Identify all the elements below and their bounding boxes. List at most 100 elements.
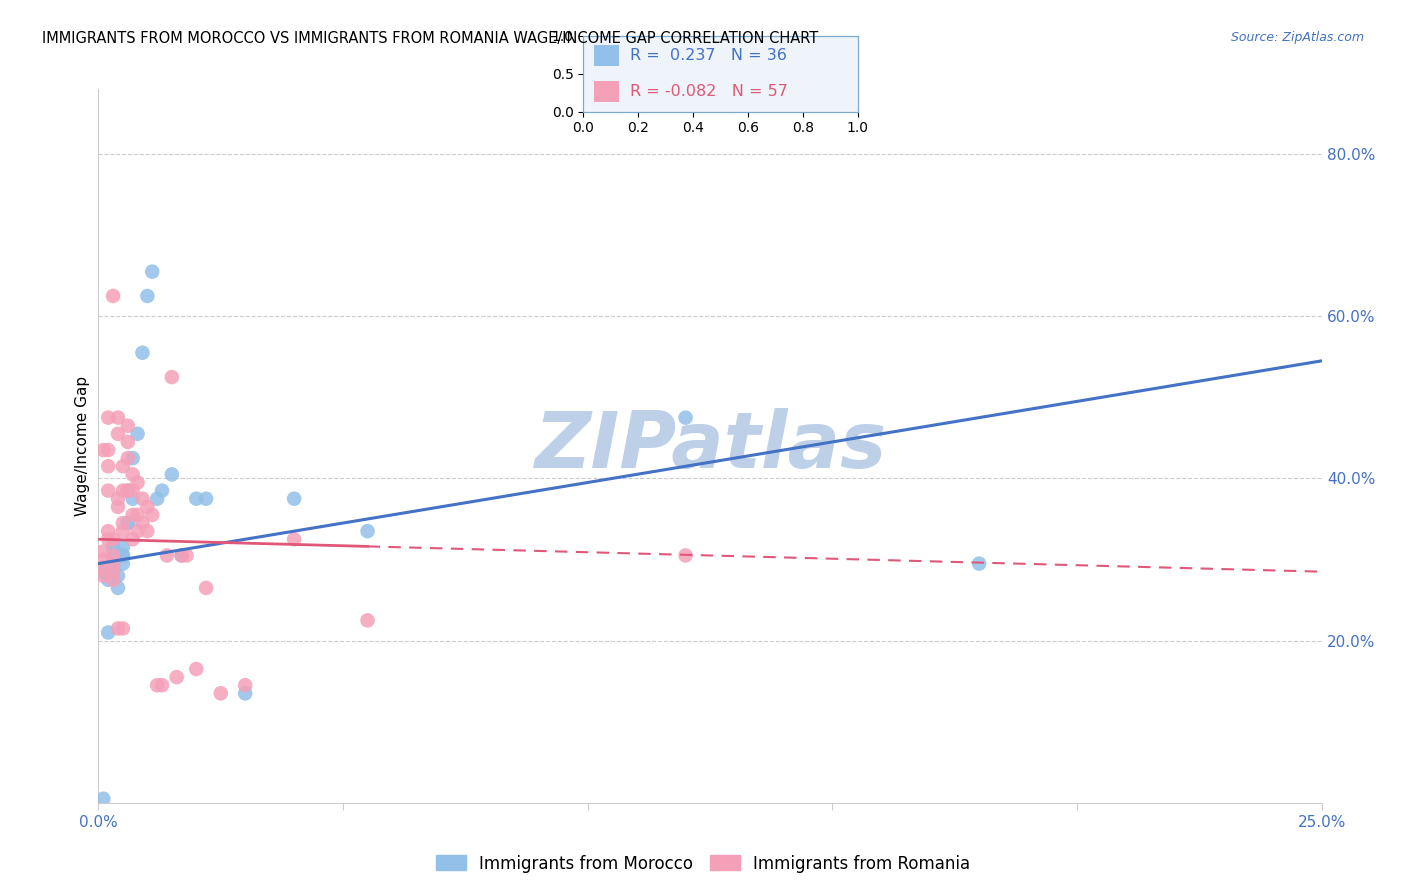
Point: [91, 443, 114, 458]
Point: [111, 459, 134, 474]
Point: [195, 581, 218, 595]
Point: [97, 410, 120, 425]
Point: [967, 557, 990, 571]
Point: [107, 581, 129, 595]
Point: [127, 524, 149, 538]
Point: [107, 568, 129, 582]
Point: [233, 678, 256, 692]
Point: [107, 500, 129, 514]
Point: [91, 791, 114, 805]
Point: [97, 625, 120, 640]
Point: [97, 573, 120, 587]
Point: [101, 552, 124, 566]
Point: [146, 678, 169, 692]
Point: [131, 516, 153, 530]
Bar: [595, 45, 619, 66]
Point: [107, 549, 129, 563]
Point: [107, 410, 129, 425]
Y-axis label: Wage/Income Gap: Wage/Income Gap: [75, 376, 90, 516]
Point: [121, 508, 143, 522]
Point: [195, 491, 218, 506]
Point: [121, 483, 143, 498]
Point: [209, 686, 232, 700]
Point: [111, 622, 134, 636]
Point: [356, 524, 378, 538]
Text: ZIPatlas: ZIPatlas: [534, 408, 886, 484]
Point: [160, 370, 183, 384]
Point: [97, 483, 120, 498]
Point: [107, 622, 129, 636]
Point: [101, 549, 124, 563]
Point: [166, 670, 188, 684]
Point: [91, 568, 114, 582]
Point: [97, 524, 120, 538]
Point: [141, 265, 163, 279]
Point: [101, 565, 124, 579]
Point: [283, 533, 305, 547]
Point: [117, 434, 139, 449]
Point: [101, 560, 124, 574]
Point: [91, 565, 114, 579]
Point: [121, 533, 143, 547]
Point: [186, 662, 208, 676]
Point: [107, 426, 129, 441]
Point: [150, 483, 173, 498]
Text: Source: ZipAtlas.com: Source: ZipAtlas.com: [1230, 31, 1364, 45]
Point: [101, 289, 124, 303]
Point: [111, 549, 134, 563]
Point: [170, 549, 193, 563]
Point: [111, 557, 134, 571]
Point: [186, 491, 208, 506]
Point: [283, 491, 305, 506]
Point: [107, 491, 129, 506]
Point: [111, 524, 134, 538]
Point: [97, 533, 120, 547]
Point: [127, 508, 149, 522]
Point: [117, 516, 139, 530]
Point: [101, 557, 124, 571]
Point: [117, 418, 139, 433]
Point: [91, 544, 114, 558]
Point: [91, 560, 114, 574]
Point: [121, 467, 143, 482]
Point: [121, 451, 143, 466]
Point: [97, 443, 120, 458]
Point: [136, 524, 159, 538]
Point: [150, 678, 173, 692]
Point: [170, 549, 193, 563]
Point: [117, 516, 139, 530]
Point: [111, 483, 134, 498]
Point: [233, 686, 256, 700]
Point: [141, 508, 163, 522]
Point: [101, 533, 124, 547]
Point: [127, 475, 149, 490]
Point: [111, 541, 134, 555]
Point: [131, 491, 153, 506]
Point: [101, 541, 124, 555]
Text: IMMIGRANTS FROM MOROCCO VS IMMIGRANTS FROM ROMANIA WAGE/INCOME GAP CORRELATION C: IMMIGRANTS FROM MOROCCO VS IMMIGRANTS FR…: [42, 31, 818, 46]
Point: [136, 500, 159, 514]
Point: [101, 541, 124, 555]
Bar: [595, 81, 619, 103]
Point: [121, 491, 143, 506]
Point: [131, 345, 153, 359]
Text: R = -0.082   N = 57: R = -0.082 N = 57: [630, 84, 787, 99]
Point: [675, 410, 697, 425]
Point: [97, 459, 120, 474]
Point: [675, 549, 697, 563]
Point: [91, 552, 114, 566]
Point: [160, 467, 183, 482]
Point: [111, 516, 134, 530]
Point: [136, 289, 159, 303]
Legend: Immigrants from Morocco, Immigrants from Romania: Immigrants from Morocco, Immigrants from…: [429, 848, 977, 880]
Point: [176, 549, 198, 563]
Point: [146, 491, 169, 506]
Point: [111, 549, 134, 563]
Point: [117, 483, 139, 498]
Point: [107, 549, 129, 563]
Point: [356, 613, 378, 627]
Text: R =  0.237   N = 36: R = 0.237 N = 36: [630, 47, 787, 62]
Point: [117, 483, 139, 498]
Point: [127, 426, 149, 441]
Point: [117, 451, 139, 466]
